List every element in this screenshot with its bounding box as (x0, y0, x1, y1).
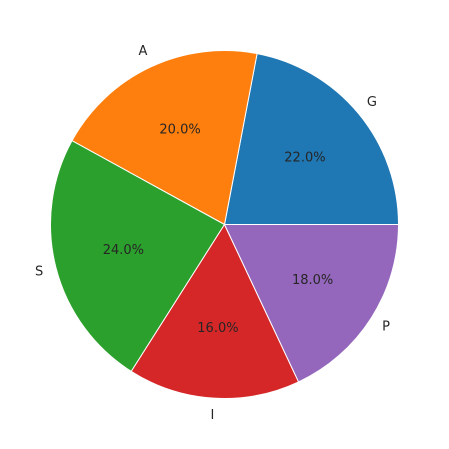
pie-wedge (224, 53, 399, 225)
value-label: 16.0% (197, 321, 238, 336)
category-label: I (211, 408, 215, 423)
category-label: P (382, 320, 390, 335)
pie-wedge (224, 224, 399, 383)
pie-wedge (71, 50, 258, 225)
category-label: S (35, 265, 43, 280)
pie-wedge (130, 224, 300, 399)
pie-wedge (50, 140, 225, 372)
value-label: 24.0% (103, 243, 144, 258)
category-label: G (367, 95, 377, 110)
value-label: 22.0% (284, 150, 325, 165)
category-label: A (139, 44, 148, 59)
value-label: 20.0% (159, 123, 200, 138)
value-label: 18.0% (292, 273, 333, 288)
